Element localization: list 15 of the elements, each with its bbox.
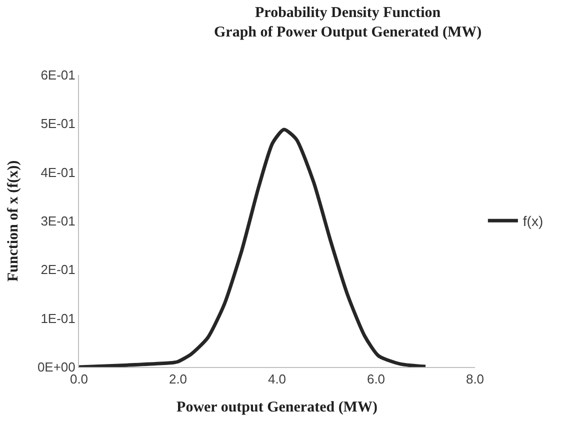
- x-tick-label: 8.0: [466, 372, 484, 387]
- y-tick-label: 4E-01: [40, 164, 76, 180]
- chart-title: Probability Density Function Graph of Power Output Generated (MW): [214, 4, 482, 40]
- legend-label: f(x): [522, 213, 544, 230]
- y-tick-label: 1E-01: [40, 310, 76, 326]
- y-tick-label: 3E-01: [40, 214, 76, 229]
- y-tick-label: 2E-01: [40, 262, 76, 278]
- x-tick-label: 6.0: [366, 372, 386, 387]
- x-tick-label: 2.0: [168, 372, 188, 387]
- y-axis-title: Function of x (f(x)): [6, 160, 22, 282]
- x-axis-title: Power output Generated (MW): [176, 400, 378, 416]
- x-tick-label: 4.0: [268, 372, 286, 387]
- y-tick-label: 5E-01: [40, 116, 76, 132]
- y-tick-label: 6E-01: [40, 68, 76, 83]
- line-series: [79, 128, 428, 367]
